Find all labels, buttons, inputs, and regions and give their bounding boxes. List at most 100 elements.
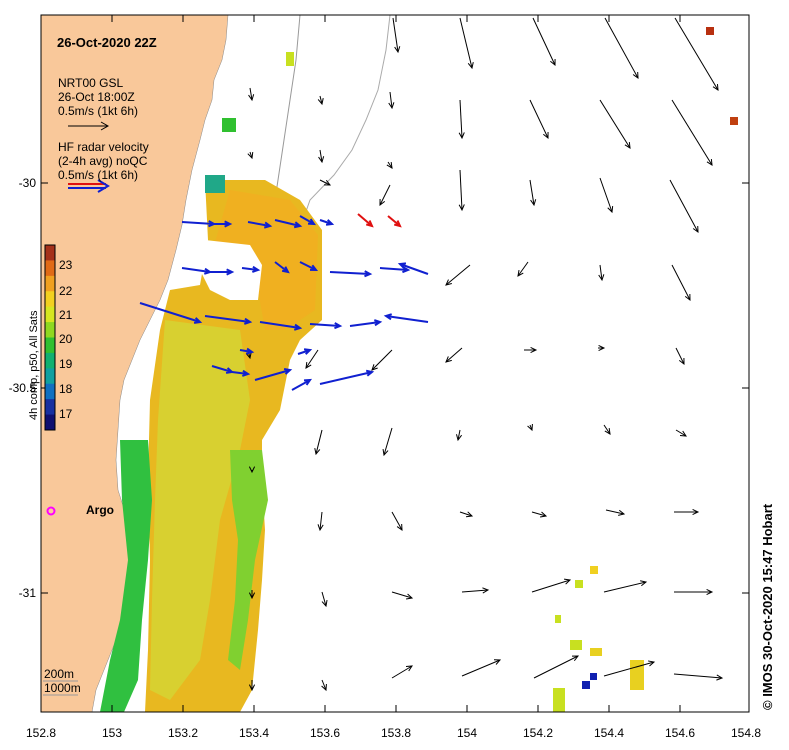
bathymetry-200m-label: 200m: [44, 667, 75, 681]
map-frame: [40, 14, 750, 713]
colorbar-border: [44, 244, 56, 431]
x-tick-label: 154.2: [522, 726, 554, 740]
model-current-arrow: [533, 655, 580, 679]
model-current-arrow: [248, 466, 256, 474]
model-current-arrow: [669, 179, 699, 234]
model-current-arrow: [532, 17, 556, 67]
model-current-arrow: [674, 588, 714, 596]
axis-tick-marks: [41, 15, 749, 712]
model-current-arrow: [458, 169, 465, 212]
model-current-arrow: [248, 590, 256, 600]
y-tick-label: -31: [18, 586, 36, 600]
x-tick-label: 153.4: [238, 726, 270, 740]
colorbar-tick-19: 19: [59, 357, 73, 371]
hf-radar-arrow: [274, 261, 290, 274]
legend-radar-line2: (2-4h avg) noQC: [58, 154, 148, 168]
hf-radar-arrow: [291, 378, 313, 391]
x-tick-label: 153.8: [380, 726, 412, 740]
colorbar-segment: [45, 414, 55, 431]
colorbar-segment: [45, 368, 55, 385]
legend-radar-scale: 0.5m/s (1kt 6h): [58, 168, 139, 182]
hf-radar-arrows: [139, 213, 429, 391]
model-current-arrow: [371, 349, 393, 371]
model-current-arrow: [605, 509, 626, 516]
model-current-arrow: [604, 17, 639, 80]
hf-radar-arrow: [241, 265, 261, 273]
hf-radar-arrow-red: [357, 213, 374, 228]
model-current-arrow: [524, 346, 538, 354]
model-current-arrow: [321, 679, 327, 692]
model-current-arrow: [317, 95, 324, 106]
legend-model-scale: 0.5m/s (1kt 6h): [58, 104, 139, 118]
hf-radar-arrow: [383, 313, 429, 323]
model-current-arrow: [445, 264, 471, 286]
legend-radar-line1: HF radar velocity: [58, 140, 149, 154]
colorbar-segment: [45, 352, 55, 369]
hf-radar-arrow: [299, 215, 316, 226]
hf-radar-arrow-red: [387, 215, 402, 228]
x-tick-label: 153: [101, 726, 123, 740]
model-current-arrow: [598, 264, 605, 282]
hf-radar-arrow: [204, 315, 253, 325]
model-current-arrow: [459, 17, 474, 70]
colorbar-segment: [45, 306, 55, 323]
model-current-arrow: [248, 680, 256, 692]
hf-radar-arrow: [181, 267, 213, 275]
model-current-arrow: [386, 161, 393, 169]
argo-label: Argo: [86, 503, 114, 517]
hf-radar-arrow: [259, 321, 303, 331]
colorbar-tick-17: 17: [59, 407, 73, 421]
model-current-arrow: [517, 261, 529, 277]
model-current-arrow: [674, 17, 719, 91]
model-current-arrow: [321, 591, 328, 608]
model-current-arrow: [318, 149, 325, 164]
model-current-arrow: [391, 665, 413, 679]
hf-radar-arrow: [299, 261, 319, 272]
hf-radar-arrow: [297, 348, 313, 355]
colorbar-segment: [45, 245, 55, 261]
legend-model-time: 26-Oct 18:00Z: [58, 90, 135, 104]
model-current-arrow: [247, 151, 254, 160]
x-tick-label: 154: [456, 726, 478, 740]
model-current-arrow: [317, 511, 324, 532]
hf-radar-arrow: [319, 369, 375, 385]
hf-radar-arrow: [231, 369, 251, 377]
hf-radar-arrow: [274, 219, 303, 229]
legend-model-name: NRT00 GSL: [58, 76, 124, 90]
model-current-arrow: [671, 264, 691, 302]
colorbar-segment: [45, 260, 55, 277]
legend-radar-arrow: [68, 179, 110, 193]
colorbar-segment: [45, 275, 55, 292]
hf-radar-arrow: [379, 266, 411, 274]
model-current-arrow: [314, 429, 323, 456]
model-current-arrow: [529, 99, 549, 140]
hf-radar-arrow: [210, 268, 235, 276]
model-current-arrow: [531, 511, 548, 518]
model-current-arrow: [305, 349, 319, 369]
model-current-arrow: [461, 659, 502, 677]
model-current-arrow: [391, 591, 414, 600]
model-current-arrow: [248, 87, 255, 102]
x-tick-label: 154.8: [730, 726, 762, 740]
model-current-arrow: [599, 177, 614, 214]
model-current-arrow: [603, 660, 656, 677]
model-current-arrow: [388, 91, 395, 110]
colorbar-tick-22: 22: [59, 284, 73, 298]
x-tick-label: 153.2: [167, 726, 199, 740]
model-current-arrow: [599, 99, 631, 149]
model-current-arrow: [674, 508, 700, 516]
hf-radar-arrow: [247, 221, 273, 229]
model-current-arrow: [529, 179, 537, 207]
x-tick-label: 154.6: [664, 726, 696, 740]
model-current-arrow: [458, 99, 465, 140]
hf-radar-arrow: [181, 220, 217, 228]
hf-radar-arrow: [139, 302, 203, 324]
model-current-arrow: [392, 17, 401, 54]
x-tick-label: 154.4: [593, 726, 625, 740]
x-tick-label: 153.6: [309, 726, 341, 740]
model-current-arrow: [673, 673, 724, 681]
colorbar-segment: [45, 291, 55, 308]
colorbar-tick-18: 18: [59, 382, 73, 396]
hf-radar-arrow: [239, 347, 255, 355]
